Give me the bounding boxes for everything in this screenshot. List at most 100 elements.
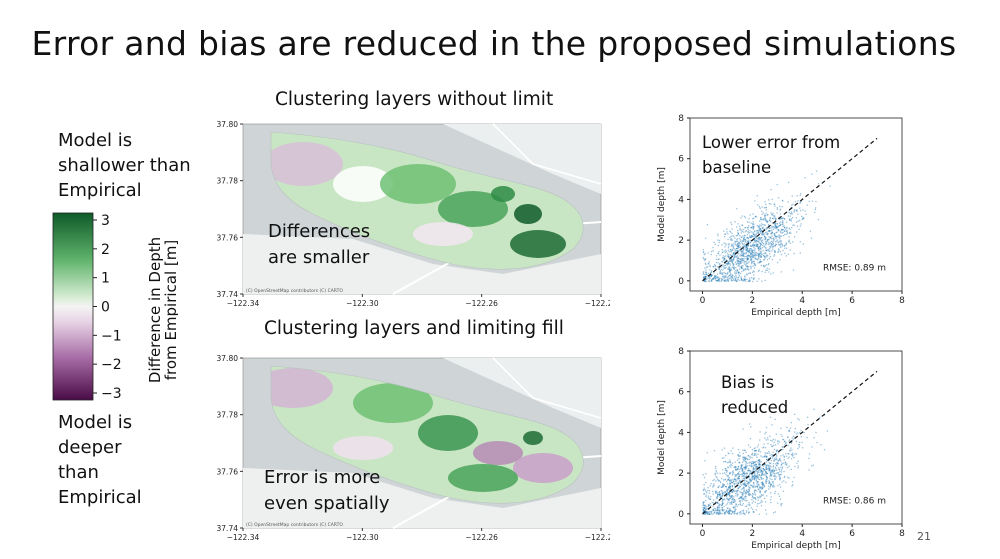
scatter-point [774, 227, 776, 229]
scatter-point [725, 262, 727, 265]
scatter-point [751, 466, 753, 468]
scatter-point [741, 258, 743, 260]
scatter-point [748, 280, 750, 282]
scatter-point [727, 479, 729, 481]
scatter-point [781, 467, 783, 470]
scatter-point [749, 214, 751, 216]
scatter-point [765, 467, 767, 469]
scatter-point [751, 475, 753, 478]
scatter-point [753, 447, 755, 450]
scatter-point [799, 209, 802, 212]
scatter-point [768, 481, 770, 484]
scatter-point [722, 469, 724, 471]
scatter-point [803, 431, 805, 434]
scatter-point [731, 503, 733, 505]
scatter-point [747, 455, 750, 457]
scatter-point [738, 260, 740, 262]
scatter-point [729, 482, 731, 484]
map-difference-patch [333, 166, 393, 202]
scatter-point [743, 215, 746, 218]
scatter-point [743, 483, 745, 486]
scatter-point [745, 255, 748, 257]
scatter-point [761, 482, 763, 484]
scatter-point [775, 243, 777, 245]
scatter-point [731, 243, 733, 246]
scatter-point [724, 513, 726, 515]
scatter-point [762, 468, 764, 470]
scatter-point [753, 262, 756, 264]
scatter-point [772, 480, 774, 483]
scatter-point [729, 487, 731, 489]
scatter-point [730, 250, 732, 252]
scatter-point [715, 275, 717, 277]
scatter-point [741, 254, 744, 256]
scatter-point [782, 217, 785, 219]
scatter-point [742, 247, 745, 250]
scatter-point [748, 486, 751, 489]
scatter-point [721, 251, 723, 254]
scatter-point [775, 237, 777, 240]
scatter-point [771, 214, 773, 216]
scatter-point [765, 241, 767, 243]
scatter-point [706, 274, 709, 277]
scatter-point [764, 454, 766, 456]
scatter-point [746, 491, 749, 493]
scatter-point [812, 464, 814, 466]
scatter-point [741, 266, 743, 269]
scatter-point [704, 276, 706, 278]
scatter-point [735, 276, 737, 279]
scatter-point [728, 256, 730, 258]
scatter-point [762, 481, 764, 483]
scatter-point [741, 224, 743, 226]
scatter-point [752, 478, 754, 480]
scatter-point [823, 448, 826, 451]
scatter-point [737, 478, 739, 480]
scatter-point [765, 212, 767, 214]
scatter-point [755, 241, 757, 243]
scatter-point [727, 261, 729, 264]
scatter-point [777, 459, 779, 461]
scatter-point [741, 510, 744, 512]
scatter-point [754, 466, 757, 468]
scatter-point [718, 513, 720, 516]
scatter-point [729, 271, 731, 273]
scatter-point [729, 269, 731, 272]
scatter-point [741, 278, 743, 281]
scatter-point [772, 218, 774, 220]
scatter-point [750, 465, 752, 467]
scatter-point [759, 261, 761, 263]
scatter-point [759, 469, 761, 471]
scatter-point [704, 509, 706, 512]
scatter-point [732, 511, 734, 513]
scatter-point [731, 228, 733, 230]
scatter-point [726, 483, 729, 485]
scatter-point [733, 276, 736, 278]
scatter-point [815, 170, 818, 172]
scatter-point [783, 470, 785, 473]
scatter-point [718, 507, 721, 509]
scatter-point [759, 495, 762, 498]
scatter-point [735, 475, 738, 477]
scatter-point [713, 277, 715, 279]
map-land-north [443, 124, 601, 194]
scatter-point [732, 254, 734, 257]
scatter-point [729, 472, 731, 474]
scatter-point [742, 449, 744, 451]
scatter-point [749, 251, 751, 253]
scatter-point [793, 208, 796, 211]
scatter-point [735, 271, 738, 273]
scatter-point [732, 500, 734, 502]
scatter-point [747, 257, 749, 259]
scatter-point [734, 511, 736, 513]
scatter-point [766, 480, 768, 482]
scatter-point [756, 240, 758, 243]
scatter-point [784, 247, 786, 249]
scatter-point [765, 249, 767, 251]
scatter-point [748, 462, 750, 464]
scatter-point [744, 465, 747, 468]
scatter-point [718, 258, 720, 260]
scatter-point [776, 223, 778, 225]
scatter-point [708, 508, 710, 510]
scatter-point [753, 241, 755, 243]
scatter-point [765, 480, 767, 483]
